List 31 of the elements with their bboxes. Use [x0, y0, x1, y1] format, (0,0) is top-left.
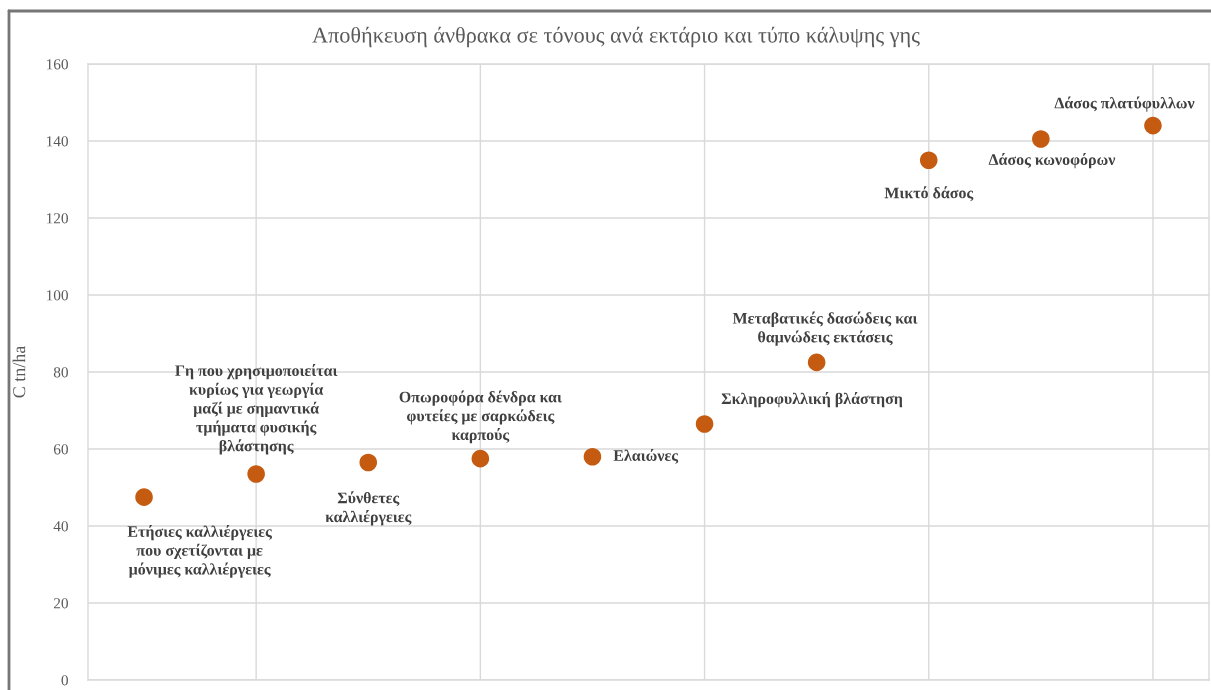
y-tick-label: 60: [53, 444, 68, 455]
point: [471, 449, 490, 468]
data-label: Δάσος κωνοφόρων: [988, 152, 1116, 169]
point: [695, 415, 714, 433]
y-tick-label: 0: [61, 675, 68, 686]
point: [247, 465, 265, 483]
data-label: Ελαιώνες: [613, 448, 679, 464]
data-label: Δάσος πλατύφυλλων: [1054, 96, 1195, 112]
point: [919, 151, 938, 170]
data-label: Μικτό δάσος: [884, 186, 974, 202]
point: [135, 488, 153, 506]
y-tick-label: 140: [46, 136, 68, 147]
y-tick-label: 100: [46, 290, 68, 301]
point: [807, 353, 826, 372]
y-tick-label: 160: [46, 59, 68, 70]
data-label: Ετήσιες καλλιέργειες που σχετίζονται με μόνιμες καλλιέργειες: [127, 524, 272, 578]
y-tick-label: 120: [46, 213, 68, 224]
y-tick-label: 20: [53, 598, 68, 609]
point: [1032, 130, 1050, 148]
point: [359, 453, 378, 472]
data-label: Σκληροφυλλική βλάστηση: [721, 392, 903, 408]
point: [583, 447, 602, 466]
point: [1144, 116, 1162, 135]
chart-title: Αποθήκευση άνθρακα σε τόνους ανά εκτάριο και τύπο κάλυψης γης: [312, 26, 920, 48]
y-tick-label: 40: [53, 521, 68, 532]
data-label: Γη που χρησιμοποιείται κυρίως για γεωργία μαζί με σημαντικά τμήματα φυσικής βλάστησης: [175, 363, 338, 455]
data-label: Μεταβατικές δασώδεις και θαμνώδεις εκτάσεις: [732, 311, 918, 346]
y-axis-title: C tn/ha: [12, 345, 26, 398]
data-label: Οπωροφόρα δένδρα και φυτείες με σαρκώδεις καρπούς: [399, 390, 562, 444]
y-tick-label: 80: [53, 367, 68, 378]
data-label: Σύνθετες καλλιέργειες: [325, 491, 412, 526]
